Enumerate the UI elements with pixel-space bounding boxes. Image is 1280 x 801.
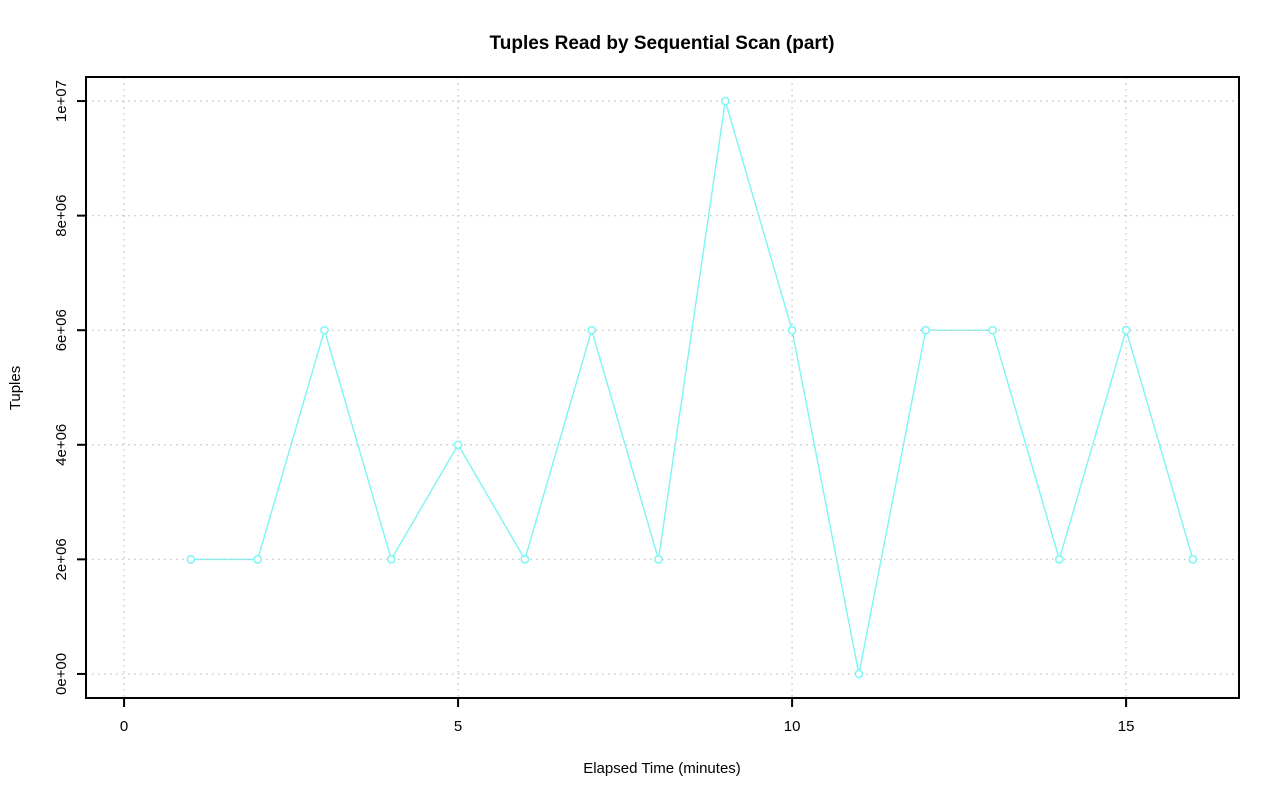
data-point	[1121, 325, 1131, 335]
y-tick-label: 4e+06	[53, 424, 70, 466]
y-axis-label: Tuples	[7, 366, 24, 410]
data-point	[1054, 555, 1064, 564]
x-tick-label: 10	[784, 718, 801, 735]
chart-title: Tuples Read by Sequential Scan (part)	[490, 33, 835, 54]
data-point	[921, 325, 931, 335]
y-tick-label: 2e+06	[53, 538, 70, 580]
data-point	[1188, 555, 1198, 564]
y-tick-label: 0e+00	[53, 653, 70, 695]
data-point	[453, 440, 463, 450]
data-point	[787, 325, 797, 335]
series-layer	[190, 100, 1194, 675]
data-point	[520, 555, 530, 564]
tick-label-layer: 0 5 10 15 0e+00 2e+06 4e+06 6e+06 8e+06 1e+07	[53, 80, 1134, 735]
x-tick-label: 15	[1118, 718, 1135, 735]
series-line	[190, 100, 1194, 675]
y-tick-label: 8e+06	[53, 195, 70, 237]
marker-layer	[186, 96, 1198, 679]
y-tick-label: 1e+07	[53, 80, 70, 122]
axis-layer	[77, 76, 1240, 707]
data-point	[854, 669, 864, 679]
data-point	[386, 555, 396, 564]
y-tick-label: 6e+06	[53, 309, 70, 351]
grid-layer	[86, 77, 1239, 698]
data-point	[988, 325, 997, 335]
data-point	[186, 555, 196, 564]
data-point	[320, 325, 329, 335]
data-point	[587, 325, 597, 335]
x-tick-label: 5	[454, 718, 462, 735]
x-axis-label: Elapsed Time (minutes)	[583, 760, 741, 777]
data-point	[654, 555, 663, 564]
x-tick-label: 0	[120, 718, 128, 735]
data-point	[720, 96, 730, 106]
plot-box	[85, 76, 1240, 699]
data-point	[253, 555, 263, 564]
